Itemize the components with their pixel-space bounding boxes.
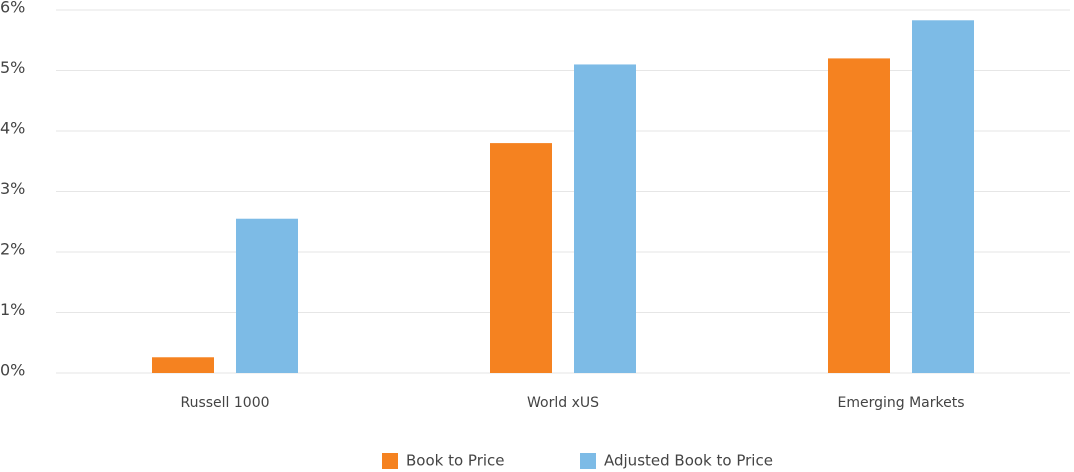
y-tick-label: 2% (0, 240, 25, 259)
y-tick-label: 4% (0, 119, 25, 138)
bar (912, 20, 974, 373)
bar (236, 218, 298, 373)
bar (490, 143, 552, 373)
y-tick-label: 0% (0, 361, 25, 380)
bar (574, 64, 636, 373)
x-tick-label: Emerging Markets (837, 395, 964, 411)
x-tick-label: Russell 1000 (180, 395, 269, 411)
bar (152, 357, 214, 373)
legend-swatch (580, 453, 596, 469)
legend-label: Book to Price (406, 452, 505, 470)
y-tick-label: 6% (0, 0, 25, 17)
y-tick-label: 5% (0, 58, 25, 77)
legend-label: Adjusted Book to Price (604, 452, 773, 470)
y-tick-label: 1% (0, 300, 25, 319)
y-tick-label: 3% (0, 179, 25, 198)
x-tick-label: World xUS (527, 395, 599, 411)
bar (828, 58, 890, 374)
legend-swatch (382, 453, 398, 469)
